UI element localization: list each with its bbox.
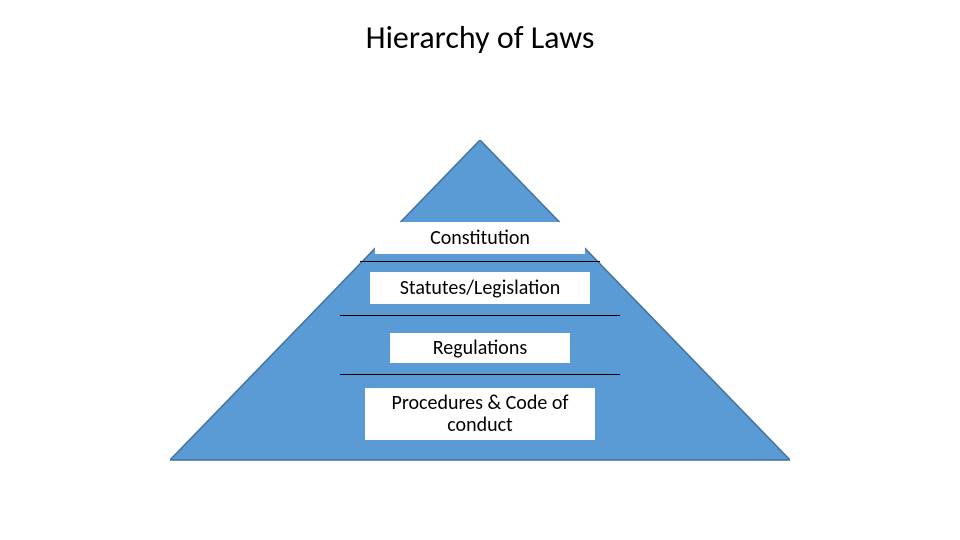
- pyramid-divider-0: [360, 261, 600, 262]
- pyramid-divider-1: [340, 315, 620, 316]
- pyramid-level-statutes: Statutes/Legislation: [370, 272, 590, 304]
- pyramid-level-constitution: Constitution: [375, 222, 585, 254]
- pyramid-level-procedures: Procedures & Code of conduct: [365, 388, 595, 440]
- pyramid-level-regulations: Regulations: [390, 333, 570, 363]
- page-title: Hierarchy of Laws: [0, 18, 960, 57]
- pyramid-diagram: Constitution Statutes/Legislation Regula…: [170, 140, 790, 470]
- pyramid-divider-2: [340, 374, 620, 375]
